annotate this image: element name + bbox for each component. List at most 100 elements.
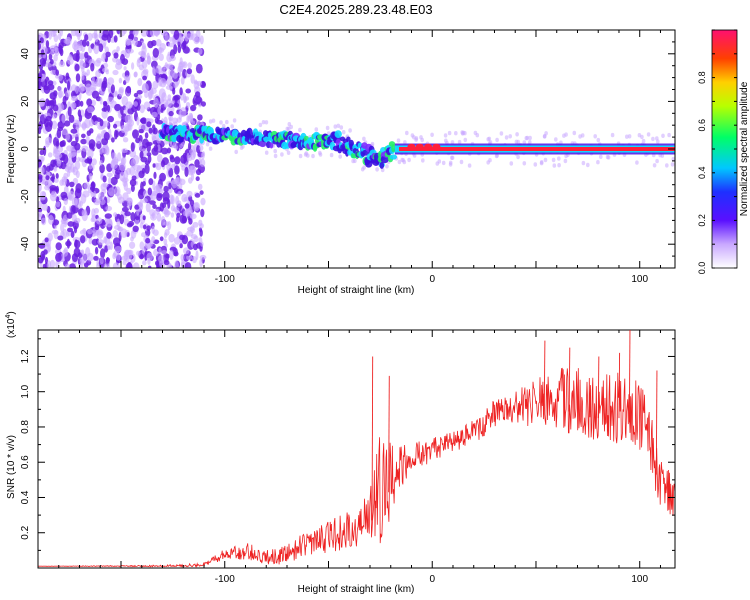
noise-blob <box>581 160 586 166</box>
noise-blob <box>234 149 238 155</box>
noise-blob <box>64 263 70 268</box>
noise-blob <box>412 135 416 140</box>
noise-blob <box>78 54 86 60</box>
noise-blob <box>528 135 532 141</box>
noise-blob <box>39 98 46 107</box>
noise-blob <box>557 163 561 168</box>
noise-blob <box>179 87 183 96</box>
noise-blob <box>93 255 99 261</box>
noise-blob <box>89 119 94 127</box>
noise-blob <box>208 119 213 124</box>
noise-blob <box>107 245 111 250</box>
noise-blob <box>38 81 41 90</box>
noise-blob <box>421 158 425 163</box>
spectrogram-noise <box>38 30 675 268</box>
noise-blob <box>122 260 127 266</box>
noise-blob <box>198 219 203 226</box>
noise-blob <box>258 122 263 128</box>
noise-blob <box>554 137 558 142</box>
noise-blob <box>596 160 600 165</box>
noise-blob <box>195 168 202 176</box>
noise-blob <box>126 261 132 268</box>
noise-blob <box>121 255 129 261</box>
noise-blob <box>38 158 42 168</box>
trace-blob <box>334 130 342 139</box>
noise-blob <box>53 178 59 183</box>
noise-blob <box>81 210 88 222</box>
noise-blob <box>114 245 122 253</box>
noise-blob <box>450 155 455 160</box>
noise-blob <box>166 98 173 108</box>
noise-blob <box>443 133 448 138</box>
noise-blob <box>122 137 129 143</box>
noise-blob <box>261 120 266 125</box>
noise-blob <box>70 101 77 109</box>
trace-core-blip <box>415 143 424 150</box>
noise-blob <box>81 121 87 131</box>
noise-blob <box>139 241 145 250</box>
noise-blob <box>143 101 151 110</box>
noise-blob <box>168 116 172 126</box>
noise-blob <box>463 137 468 143</box>
noise-blob <box>53 136 59 147</box>
noise-blob <box>326 131 331 136</box>
noise-blob <box>87 148 94 159</box>
noise-blob <box>99 164 105 174</box>
noise-blob <box>113 35 118 43</box>
noise-blob <box>318 152 323 157</box>
noise-blob <box>232 118 237 123</box>
noise-blob <box>403 140 407 145</box>
noise-blob <box>93 207 99 214</box>
noise-blob <box>661 133 665 138</box>
noise-blob <box>144 132 149 139</box>
trace-core <box>399 147 675 151</box>
noise-blob <box>53 166 58 172</box>
noise-blob <box>65 90 71 98</box>
noise-blob <box>75 73 81 83</box>
snr-spike <box>371 356 374 521</box>
noise-blob <box>105 205 113 212</box>
noise-blob <box>136 250 141 256</box>
noise-blob <box>57 86 63 92</box>
noise-blob <box>173 44 178 55</box>
noise-blob <box>273 148 278 154</box>
noise-blob <box>385 164 389 169</box>
noise-blob <box>161 157 169 166</box>
noise-blob <box>142 68 149 75</box>
noise-blob <box>184 166 189 177</box>
trace-blob <box>246 127 253 136</box>
noise-blob <box>84 51 89 59</box>
noise-blob <box>52 219 60 226</box>
colorbar-label: Normalized spectral amplitude <box>739 81 750 216</box>
noise-blob <box>97 239 105 245</box>
noise-blob <box>87 106 94 114</box>
noise-blob <box>174 165 180 175</box>
noise-blob <box>586 162 590 168</box>
noise-blob <box>67 227 73 233</box>
noise-blob <box>130 158 136 168</box>
noise-blob <box>120 125 126 133</box>
noise-blob <box>107 263 111 268</box>
noise-blob <box>447 130 452 136</box>
noise-blob <box>168 182 172 190</box>
noise-blob <box>195 95 202 105</box>
noise-blob <box>125 75 130 83</box>
noise-blob <box>124 211 131 217</box>
noise-blob <box>45 175 50 181</box>
noise-blob <box>57 126 64 132</box>
noise-blob <box>130 212 136 222</box>
noise-blob <box>123 66 127 71</box>
snr-spike <box>388 375 390 493</box>
y-tick-label: 0.2 <box>20 525 31 539</box>
trace-blob <box>269 141 274 149</box>
noise-blob <box>53 145 58 154</box>
noise-blob <box>499 131 504 136</box>
noise-blob <box>522 161 527 166</box>
noise-blob <box>187 226 195 232</box>
noise-blob <box>172 87 176 95</box>
noise-blob <box>504 135 509 140</box>
noise-blob <box>147 155 152 163</box>
noise-blob <box>172 142 177 147</box>
noise-blob <box>182 40 187 48</box>
